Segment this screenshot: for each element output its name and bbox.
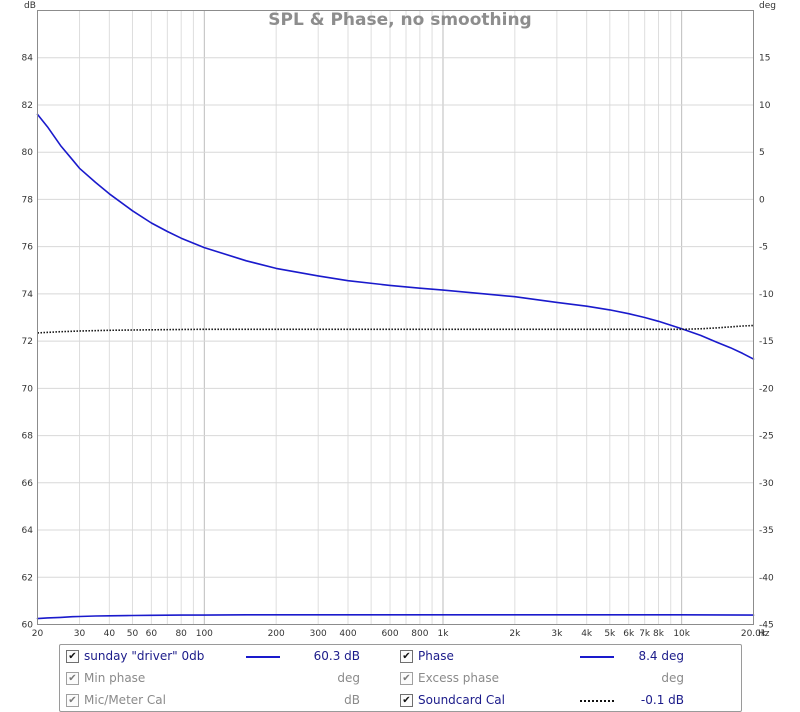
legend-label: Min phase <box>84 671 146 685</box>
x-tick-label: 300 <box>310 629 327 639</box>
y-right-tick-label: 10 <box>759 101 771 111</box>
legend-checkbox-excess-phase[interactable]: ✔ <box>400 672 413 685</box>
x-tick-label: 40 <box>104 629 116 639</box>
y-left-tick-label: 64 <box>22 526 34 536</box>
x-tick-label: 3k <box>551 629 563 639</box>
y-left-tick-label: 66 <box>22 479 34 489</box>
y-left-tick-label: 62 <box>22 573 33 583</box>
y-left-tick-label: 76 <box>22 243 34 253</box>
x-tick-label: 20.0k <box>741 629 767 639</box>
y-left-tick-label: 60 <box>22 621 34 631</box>
y-left-tick-label: 70 <box>22 384 34 394</box>
x-tick-label: 50 <box>127 629 139 639</box>
x-tick-label: 8k <box>653 629 665 639</box>
legend-label: Phase <box>418 649 454 663</box>
y-left-tick-label: 78 <box>22 195 34 205</box>
chart-title: SPL & Phase, no smoothing <box>268 10 531 30</box>
y-left-tick-label: 68 <box>22 432 34 442</box>
plot-frame <box>37 10 754 625</box>
x-tick-label: 100 <box>196 629 213 639</box>
legend-value: dB <box>344 693 360 707</box>
legend-item-soundcard-cal: ✔ Soundcard Cal -0.1 dB <box>394 690 734 710</box>
legend-line-swatch <box>580 656 614 658</box>
x-tick-label: 2k <box>509 629 521 639</box>
x-tick-label: 200 <box>268 629 285 639</box>
legend-checkbox-sunday-driver-0db[interactable]: ✔ <box>66 650 79 663</box>
legend-label: sunday "driver" 0db <box>84 649 205 663</box>
y-left-tick-label: 74 <box>22 290 34 300</box>
x-tick-label: 60 <box>146 629 158 639</box>
right-axis-unit-label: deg <box>759 1 776 11</box>
series-line-soundcard-cal <box>37 324 754 334</box>
y-left-tick-label: 80 <box>22 148 34 158</box>
x-tick-label: 6k <box>623 629 635 639</box>
x-tick-label: 4k <box>581 629 593 639</box>
legend-line-swatch <box>580 700 614 702</box>
legend-value: deg <box>337 671 360 685</box>
legend-value: -0.1 dB <box>640 693 684 707</box>
series-layer <box>36 113 755 620</box>
y-right-tick-label: -40 <box>759 573 774 583</box>
legend-line-swatch <box>246 656 280 658</box>
spl-phase-chart: 20 30 40 50 60 80 100 200 300 400 600 800 1k 2k 3k 4k 5k… <box>22 1 776 639</box>
y-right-tick-label: 0 <box>759 195 765 205</box>
grid-lines <box>37 10 754 625</box>
legend-item-sunday-driver-0db: ✔ sunday "driver" 0db 60.3 dB <box>60 646 400 666</box>
y-right-tick-label: -25 <box>759 432 774 442</box>
x-tick-label: 20 <box>32 629 44 639</box>
legend-checkbox-soundcard-cal[interactable]: ✔ <box>400 694 413 707</box>
legend-checkbox-phase[interactable]: ✔ <box>400 650 413 663</box>
legend-label: Mic/Meter Cal <box>84 693 166 707</box>
legend-item-mic-meter-cal: ✔ Mic/Meter Cal dB <box>60 690 400 710</box>
tick-labels: 20 30 40 50 60 80 100 200 300 400 600 800 1k 2k 3k 4k 5k… <box>22 54 774 639</box>
legend-label: Soundcard Cal <box>418 693 505 707</box>
legend-panel: ✔ sunday "driver" 0db 60.3 dB ✔ Phase 8.4 deg… <box>59 644 742 712</box>
x-tick-label: 5k <box>604 629 616 639</box>
series-line-phase <box>36 113 755 360</box>
y-right-tick-label: -10 <box>759 290 774 300</box>
y-right-tick-label: 15 <box>759 54 770 64</box>
legend-checkbox-mic-meter-cal[interactable]: ✔ <box>66 694 79 707</box>
x-axis-unit-label: Hz <box>758 629 770 639</box>
x-tick-label: 400 <box>339 629 356 639</box>
x-tick-label: 30 <box>74 629 86 639</box>
y-right-tick-label: -5 <box>759 243 768 253</box>
y-right-tick-label: -15 <box>759 337 774 347</box>
plot-background <box>37 10 754 625</box>
legend-item-excess-phase: ✔ Excess phase deg <box>394 668 734 688</box>
y-right-tick-label: -20 <box>759 384 774 394</box>
y-right-tick-label: -35 <box>759 526 774 536</box>
legend-label: Excess phase <box>418 671 499 685</box>
y-right-tick-label: -45 <box>759 621 774 631</box>
legend-item-min-phase: ✔ Min phase deg <box>60 668 400 688</box>
y-left-tick-label: 84 <box>22 54 34 64</box>
legend-item-phase: ✔ Phase 8.4 deg <box>394 646 734 666</box>
y-right-tick-label: -30 <box>759 479 774 489</box>
legend-checkbox-min-phase[interactable]: ✔ <box>66 672 79 685</box>
x-tick-label: 800 <box>411 629 428 639</box>
y-left-tick-label: 82 <box>22 101 33 111</box>
x-tick-label: 7k <box>639 629 651 639</box>
x-tick-label: 1k <box>438 629 450 639</box>
legend-value: deg <box>661 671 684 685</box>
x-tick-label: 600 <box>381 629 398 639</box>
y-right-tick-label: 5 <box>759 148 765 158</box>
x-tick-label: 80 <box>175 629 187 639</box>
x-tick-label: 10k <box>673 629 690 639</box>
series-line-sunday-driver-0db <box>36 613 755 620</box>
legend-value: 8.4 deg <box>638 649 684 663</box>
y-left-tick-label: 72 <box>22 337 33 347</box>
left-axis-unit-label: dB <box>24 1 36 11</box>
legend-value: 60.3 dB <box>313 649 360 663</box>
